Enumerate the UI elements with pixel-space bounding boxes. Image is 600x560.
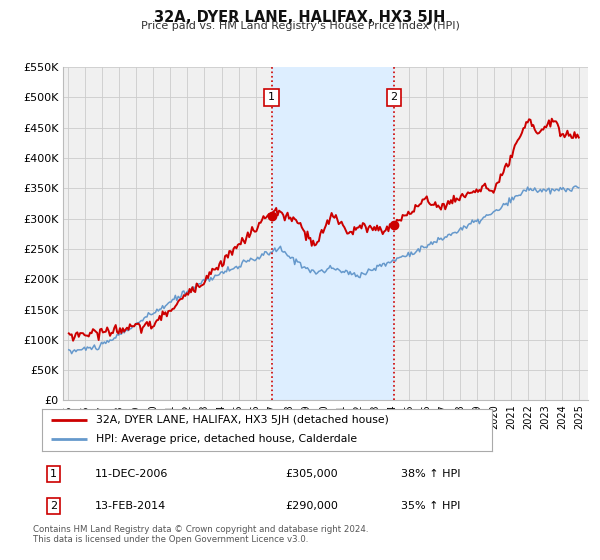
Text: 32A, DYER LANE, HALIFAX, HX3 5JH (detached house): 32A, DYER LANE, HALIFAX, HX3 5JH (detach… bbox=[96, 415, 389, 425]
Text: 32A, DYER LANE, HALIFAX, HX3 5JH: 32A, DYER LANE, HALIFAX, HX3 5JH bbox=[154, 10, 446, 25]
Text: 2: 2 bbox=[50, 501, 57, 511]
Text: 1: 1 bbox=[268, 92, 275, 102]
Text: 35% ↑ HPI: 35% ↑ HPI bbox=[401, 501, 460, 511]
Text: £305,000: £305,000 bbox=[285, 469, 338, 479]
Text: Price paid vs. HM Land Registry's House Price Index (HPI): Price paid vs. HM Land Registry's House … bbox=[140, 21, 460, 31]
Text: 11-DEC-2006: 11-DEC-2006 bbox=[95, 469, 168, 479]
Text: HPI: Average price, detached house, Calderdale: HPI: Average price, detached house, Cald… bbox=[96, 435, 357, 445]
Bar bbox=[272, 67, 394, 400]
Text: This data is licensed under the Open Government Licence v3.0.: This data is licensed under the Open Gov… bbox=[33, 535, 308, 544]
Text: 2: 2 bbox=[391, 92, 398, 102]
Text: £290,000: £290,000 bbox=[285, 501, 338, 511]
Text: 38% ↑ HPI: 38% ↑ HPI bbox=[401, 469, 461, 479]
Text: Contains HM Land Registry data © Crown copyright and database right 2024.: Contains HM Land Registry data © Crown c… bbox=[33, 525, 368, 534]
Text: 13-FEB-2014: 13-FEB-2014 bbox=[95, 501, 166, 511]
Text: 1: 1 bbox=[50, 469, 57, 479]
